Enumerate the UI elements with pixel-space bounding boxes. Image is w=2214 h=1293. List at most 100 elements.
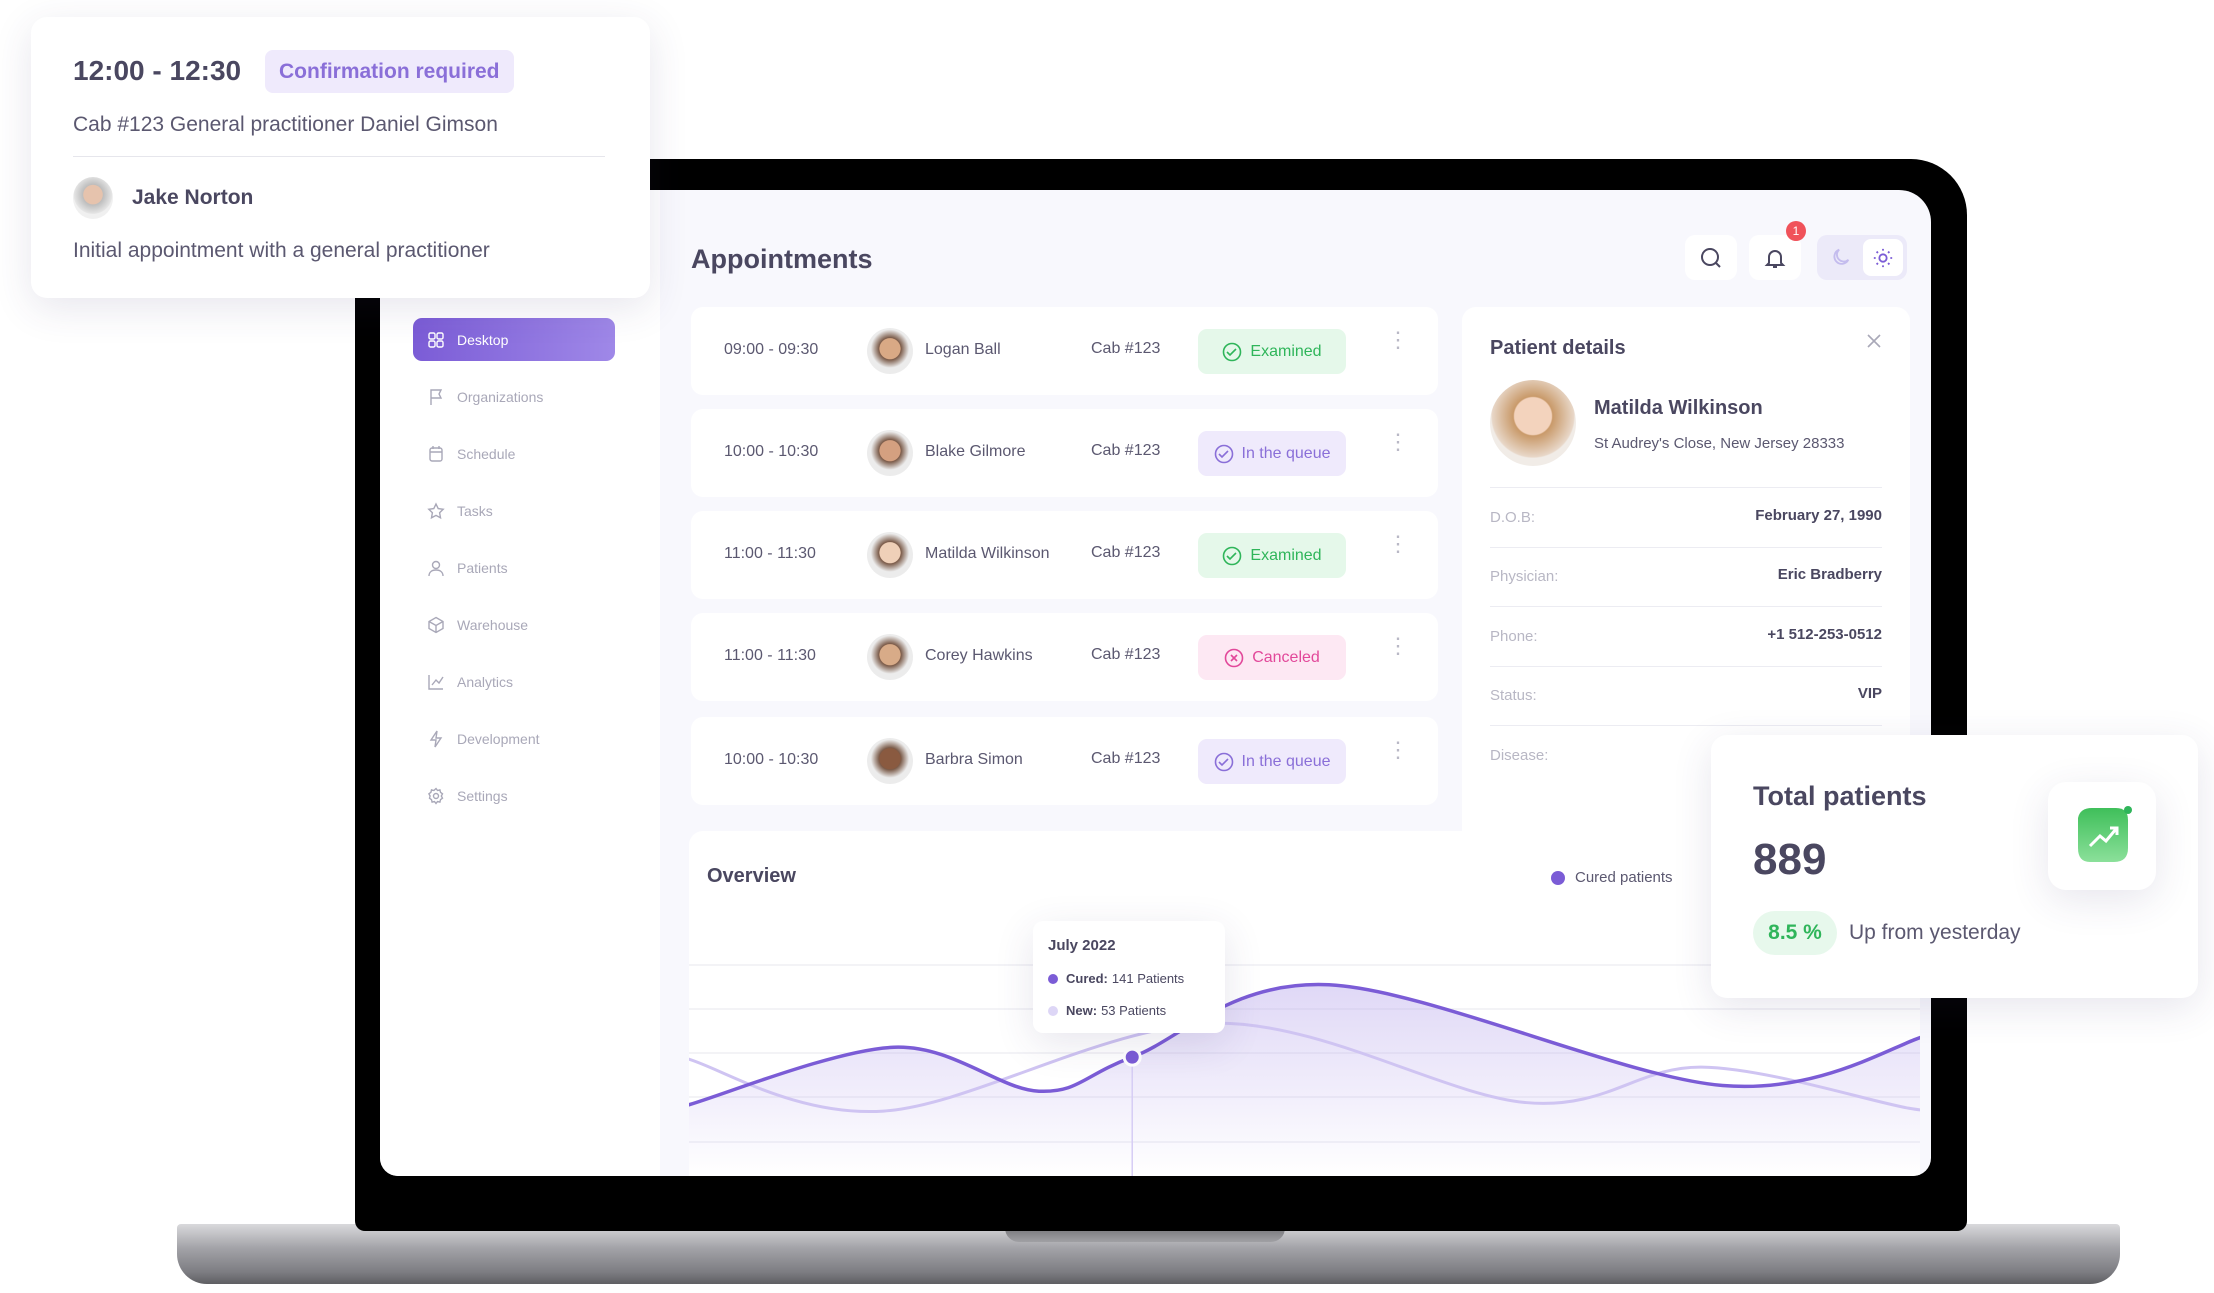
patient-details-card: Patient details Matilda Wilkinson St Aud…	[1462, 307, 1910, 907]
tooltip-cured-label: Cured:	[1066, 971, 1108, 986]
close-icon[interactable]	[1866, 333, 1882, 349]
appointment-time: 11:00 - 11:30	[724, 647, 816, 664]
sidebar-item-label: Analytics	[457, 673, 514, 690]
sun-icon	[1873, 248, 1893, 267]
bell-icon	[1764, 249, 1786, 268]
total-patients-title: Total patients	[1753, 781, 1927, 811]
tooltip-cured: Cured: 141 Patients	[1048, 971, 1184, 986]
more-options-icon[interactable]: ⋮	[1387, 531, 1409, 556]
appointment-time: 10:00 - 10:30	[724, 443, 819, 460]
divider	[1490, 725, 1882, 726]
status-badge: Examined	[1198, 533, 1346, 578]
sidebar-item-development[interactable]: Development	[413, 717, 615, 760]
patient-name: Logan Ball	[925, 341, 1001, 358]
x-circle-icon	[1224, 648, 1244, 667]
status-badge: Examined	[1198, 329, 1346, 374]
user-icon	[428, 560, 444, 576]
legend-dot	[1551, 870, 1565, 885]
sidebar-item-settings[interactable]: Settings	[413, 774, 615, 817]
more-options-icon[interactable]: ⋮	[1387, 737, 1409, 762]
trend-icon-box	[2048, 782, 2156, 890]
chart-legend: Cured patients	[1551, 869, 1673, 886]
tooltip-title: July 2022	[1048, 937, 1116, 954]
status-badge: In the queue	[1198, 431, 1346, 476]
check-circle-icon	[1214, 444, 1233, 463]
tooltip-cured-value: 141 Patients	[1111, 971, 1185, 986]
field-label: Status:	[1490, 687, 1537, 704]
sidebar-item-label: Development	[457, 730, 540, 747]
field-value: Eric Bradberry	[1777, 566, 1882, 583]
sidebar-item-schedule[interactable]: Schedule	[413, 432, 615, 475]
patient-name: Corey Hawkins	[925, 647, 1033, 664]
total-patients-value: 889	[1753, 835, 1827, 884]
sidebar-item-label: Desktop	[457, 331, 509, 348]
change-label: Up from yesterday	[1849, 921, 2021, 944]
field-value: VIP	[1857, 685, 1882, 702]
patient-name: Blake Gilmore	[925, 443, 1026, 460]
patient-name: Matilda Wilkinson	[1594, 397, 1763, 419]
field-label: Physician:	[1490, 568, 1559, 585]
sidebar-item-desktop[interactable]: Desktop	[413, 318, 615, 361]
sidebar-item-analytics[interactable]: Analytics	[413, 660, 615, 703]
popup-time: 12:00 - 12:30	[73, 55, 242, 86]
more-options-icon[interactable]: ⋮	[1387, 633, 1409, 658]
patient-avatar	[867, 738, 913, 784]
total-patients-card: Total patients 889 8.5 % Up from yesterd…	[1711, 735, 2198, 998]
chart-tooltip: July 2022 Cured: 141 Patients New: 53 Pati…	[1033, 921, 1225, 1033]
theme-toggle[interactable]	[1817, 235, 1907, 280]
appointment-row[interactable]: 11:00 - 11:30 Corey Hawkins Cab #123 Can…	[691, 613, 1438, 701]
tooltip-new-value: 53 Patients	[1101, 1003, 1167, 1018]
notifications-button[interactable]: 1	[1749, 221, 1806, 280]
status-label: Examined	[1250, 546, 1322, 564]
appointment-row[interactable]: 10:00 - 10:30 Blake Gilmore Cab #123 In …	[691, 409, 1438, 497]
patient-name: Matilda Wilkinson	[925, 545, 1050, 562]
sun-option[interactable]	[1863, 239, 1903, 276]
appointment-popup[interactable]: 12:00 - 12:30 Confirmation required Cab …	[31, 17, 650, 298]
sidebar-item-patients[interactable]: Patients	[413, 546, 615, 589]
sidebar-item-label: Patients	[457, 559, 508, 576]
appointment-row[interactable]: 10:00 - 10:30 Barbra Simon Cab #123 In t…	[691, 717, 1438, 805]
sidebar-item-warehouse[interactable]: Warehouse	[413, 603, 615, 646]
divider	[73, 156, 605, 157]
patient-avatar	[867, 532, 913, 578]
appointment-time: 09:00 - 09:30	[724, 341, 819, 358]
appointment-time: 10:00 - 10:30	[724, 751, 819, 768]
change-badge: 8.5 %	[1753, 911, 1837, 955]
cabinet: Cab #123	[1091, 442, 1161, 459]
more-options-icon[interactable]: ⋮	[1387, 327, 1409, 352]
chart-icon	[428, 674, 444, 690]
appointment-row[interactable]: 09:00 - 09:30 Logan Ball Cab #123 Examin…	[691, 307, 1438, 395]
overview-title: Overview	[707, 865, 796, 887]
search-button[interactable]	[1685, 235, 1737, 280]
cabinet: Cab #123	[1091, 750, 1161, 767]
appointment-row[interactable]: 11:00 - 11:30 Matilda Wilkinson Cab #123…	[691, 511, 1438, 599]
highlight-point[interactable]	[1122, 1047, 1142, 1067]
calendar-icon	[429, 445, 443, 462]
gear-icon	[427, 786, 444, 805]
flag-icon	[430, 388, 443, 405]
star-icon	[427, 501, 445, 519]
patient-avatar	[867, 328, 913, 374]
check-circle-icon	[1223, 546, 1242, 565]
check-circle-icon	[1223, 342, 1242, 361]
field-value: February 27, 1990	[1755, 507, 1882, 524]
popup-details: Cab #123 General practitioner Daniel Gim…	[73, 113, 498, 136]
status-label: In the queue	[1241, 752, 1331, 770]
check-circle-icon	[1214, 752, 1233, 771]
popup-patient-name: Jake Norton	[132, 186, 254, 209]
page-title: Appointments	[691, 244, 873, 274]
more-options-icon[interactable]: ⋮	[1387, 429, 1409, 454]
popup-status-badge: Confirmation required	[265, 50, 514, 93]
app-screen: Desktop Organizations Schedule Tasks Patient…	[380, 190, 1931, 1176]
trend-up-icon	[2078, 806, 2132, 862]
sidebar-item-organizations[interactable]: Organizations	[413, 375, 615, 418]
patient-details-title: Patient details	[1490, 337, 1626, 359]
sidebar-item-label: Organizations	[457, 388, 544, 405]
grid-icon	[428, 331, 444, 348]
moon-icon[interactable]	[1830, 246, 1852, 268]
sidebar-item-label: Settings	[457, 787, 508, 804]
divider	[1490, 666, 1882, 667]
sidebar-item-tasks[interactable]: Tasks	[413, 489, 615, 532]
tooltip-new: New: 53 Patients	[1048, 1003, 1166, 1018]
patient-name: Barbra Simon	[925, 751, 1023, 768]
